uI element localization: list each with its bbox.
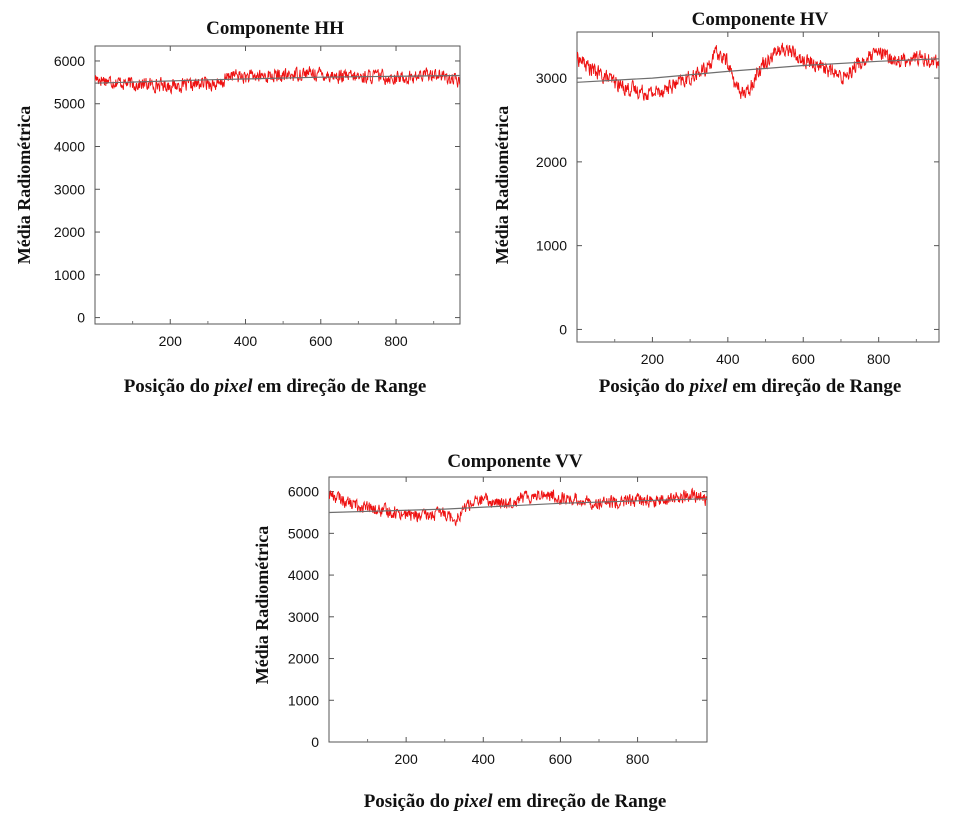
chart-panel-vv: Componente VV Média Radiométrica Posição d… bbox=[240, 445, 720, 814]
plot-frame-vv bbox=[328, 476, 708, 743]
x-tick-label-hv: 400 bbox=[716, 351, 740, 367]
y-tick-label-hh: 2000 bbox=[54, 224, 85, 240]
y-tick-label-hv: 1000 bbox=[536, 238, 567, 254]
series-line-measured-vv bbox=[329, 487, 707, 527]
y-tick-label-vv: 1000 bbox=[288, 692, 319, 708]
y-tick-label-vv: 0 bbox=[311, 734, 319, 750]
x-tick-label-vv: 800 bbox=[626, 751, 650, 767]
chart-svg-hh: Componente HH Média Radiométrica Posição d… bbox=[14, 18, 461, 397]
x-tick-label-hv: 600 bbox=[792, 351, 816, 367]
series-line-trend-vv bbox=[329, 498, 707, 514]
x-tick-label-hh: 800 bbox=[384, 333, 408, 349]
series-line-measured-hh bbox=[95, 66, 460, 95]
x-axis-label-hh: Posição do pixel em direção de Range bbox=[124, 376, 427, 397]
chart-panel-hh: Componente HH Média Radiométrica Posição d… bbox=[0, 0, 470, 400]
x-tick-label-hv: 200 bbox=[641, 351, 665, 367]
y-tick-label-vv: 2000 bbox=[288, 651, 319, 667]
series-line-trend-hv bbox=[577, 58, 939, 83]
x-tick-label-vv: 600 bbox=[549, 751, 573, 767]
x-axis-label-vv: Posição do pixel em direção de Range bbox=[364, 791, 667, 812]
series-line-measured-hv bbox=[577, 42, 939, 101]
x-tick-label-vv: 400 bbox=[472, 751, 496, 767]
chart-title-hv: Componente HV bbox=[692, 9, 829, 30]
y-tick-label-hh: 3000 bbox=[54, 181, 85, 197]
series-line-trend-hh bbox=[95, 74, 460, 84]
y-tick-label-hv: 0 bbox=[559, 321, 567, 337]
plot-frame-hv bbox=[576, 31, 940, 343]
y-tick-label-vv: 5000 bbox=[288, 525, 319, 541]
y-tick-label-hv: 3000 bbox=[536, 70, 567, 86]
y-tick-label-vv: 6000 bbox=[288, 484, 319, 500]
x-tick-label-hh: 200 bbox=[159, 333, 183, 349]
x-tick-label-hh: 400 bbox=[234, 333, 258, 349]
y-tick-label-vv: 4000 bbox=[288, 567, 319, 583]
y-tick-label-vv: 3000 bbox=[288, 609, 319, 625]
chart-title-hh: Componente HH bbox=[206, 18, 344, 39]
chart-panel-hv: Componente HV Média Radiométrica Posição d… bbox=[480, 0, 956, 400]
chart-svg-vv: Componente VV Média Radiométrica Posição d… bbox=[252, 451, 708, 812]
y-tick-label-hh: 5000 bbox=[54, 96, 85, 112]
y-axis-label-vv: Média Radiométrica bbox=[252, 526, 272, 684]
y-tick-label-hh: 4000 bbox=[54, 139, 85, 155]
y-tick-label-hh: 0 bbox=[77, 310, 85, 326]
y-tick-label-hh: 1000 bbox=[54, 267, 85, 283]
x-tick-label-hh: 600 bbox=[309, 333, 333, 349]
x-tick-label-hv: 800 bbox=[867, 351, 891, 367]
x-tick-label-vv: 200 bbox=[394, 751, 418, 767]
y-axis-label-hv: Média Radiométrica bbox=[492, 106, 512, 264]
chart-title-vv: Componente VV bbox=[447, 451, 583, 472]
plot-frame-hh bbox=[94, 45, 461, 325]
y-axis-label-hh: Média Radiométrica bbox=[14, 106, 34, 264]
y-tick-label-hv: 2000 bbox=[536, 154, 567, 170]
x-axis-label-hv: Posição do pixel em direção de Range bbox=[599, 376, 902, 397]
chart-svg-hv: Componente HV Média Radiométrica Posição d… bbox=[492, 9, 940, 397]
y-tick-label-hh: 6000 bbox=[54, 53, 85, 69]
